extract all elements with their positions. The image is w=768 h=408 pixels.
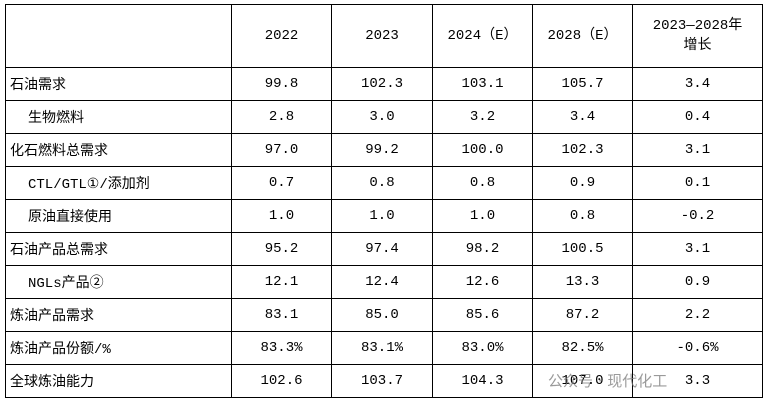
row-label: 石油产品总需求 (5, 232, 232, 266)
header-row: 2022 2023 2024（E） 2028（E） 2023—2028年 增长 (5, 4, 763, 68)
table-row: NGLs产品② 12.1 12.4 12.6 13.3 0.9 (5, 265, 763, 299)
cell: -0.2 (632, 199, 763, 233)
row-label: 全球炼油能力 (5, 364, 232, 398)
cell: 99.2 (331, 133, 433, 167)
table-row: 炼油产品需求 83.1 85.0 85.6 87.2 2.2 (5, 298, 763, 332)
cell: 13.3 (532, 265, 633, 299)
header-cell: 2023—2028年 增长 (632, 4, 763, 68)
cell: 97.0 (231, 133, 332, 167)
cell: 105.7 (532, 67, 633, 101)
cell: 3.4 (532, 100, 633, 134)
cell: -0.6% (632, 331, 763, 365)
cell: 98.2 (432, 232, 533, 266)
cell: 83.0% (432, 331, 533, 365)
cell: 85.0 (331, 298, 433, 332)
row-label: CTL/GTL①/添加剂 (5, 166, 232, 200)
cell: 3.1 (632, 133, 763, 167)
cell: 87.2 (532, 298, 633, 332)
cell: 12.6 (432, 265, 533, 299)
row-label: 炼油产品份额/% (5, 331, 232, 365)
cell: 0.8 (331, 166, 433, 200)
cell: 99.8 (231, 67, 332, 101)
cell: 83.1% (331, 331, 433, 365)
cell: 1.0 (231, 199, 332, 233)
header-cell: 2028（E） (532, 4, 633, 68)
cell: 102.3 (532, 133, 633, 167)
row-label: 石油需求 (5, 67, 232, 101)
data-table: 2022 2023 2024（E） 2028（E） 2023—2028年 增长 石油需求 99… (5, 4, 763, 398)
cell: 3.0 (331, 100, 433, 134)
cell: 0.8 (432, 166, 533, 200)
watermark: 公众号 · 现代化工 (548, 372, 668, 390)
cell: 83.3% (231, 331, 332, 365)
cell: 100.5 (532, 232, 633, 266)
cell: 2.8 (231, 100, 332, 134)
table-row: 石油需求 99.8 102.3 103.1 105.7 3.4 (5, 67, 763, 101)
cell: 1.0 (432, 199, 533, 233)
header-line: 增长 (683, 38, 712, 54)
cell: 12.4 (331, 265, 433, 299)
cell: 104.3 (432, 364, 533, 398)
cell: 103.1 (432, 67, 533, 101)
header-cell: 2023 (331, 4, 433, 68)
cell: 12.1 (231, 265, 332, 299)
table-row: CTL/GTL①/添加剂 0.7 0.8 0.8 0.9 0.1 (5, 166, 763, 200)
header-cell: 2022 (231, 4, 332, 68)
cell: 95.2 (231, 232, 332, 266)
cell: 103.7 (331, 364, 433, 398)
cell: 97.4 (331, 232, 433, 266)
cell: 3.2 (432, 100, 533, 134)
cell: 82.5% (532, 331, 633, 365)
cell: 0.4 (632, 100, 763, 134)
table-row: 全球炼油能力 102.6 103.7 104.3 107.0 3.3 (5, 364, 763, 398)
table-row: 生物燃料 2.8 3.0 3.2 3.4 0.4 (5, 100, 763, 134)
row-label: NGLs产品② (5, 265, 232, 299)
cell: 102.6 (231, 364, 332, 398)
header-line: 2023—2028年 (652, 18, 743, 34)
cell: 0.9 (532, 166, 633, 200)
cell: 3.1 (632, 232, 763, 266)
header-cell: 2024（E） (432, 4, 533, 68)
cell: 1.0 (331, 199, 433, 233)
header-cell (5, 4, 232, 68)
cell: 85.6 (432, 298, 533, 332)
cell: 2.2 (632, 298, 763, 332)
row-label: 化石燃料总需求 (5, 133, 232, 167)
row-label: 生物燃料 (5, 100, 232, 134)
cell: 83.1 (231, 298, 332, 332)
row-label: 炼油产品需求 (5, 298, 232, 332)
row-label: 原油直接使用 (5, 199, 232, 233)
cell: 102.3 (331, 67, 433, 101)
table-row: 炼油产品份额/% 83.3% 83.1% 83.0% 82.5% -0.6% (5, 331, 763, 365)
table-row: 原油直接使用 1.0 1.0 1.0 0.8 -0.2 (5, 199, 763, 233)
cell: 0.7 (231, 166, 332, 200)
cell: 100.0 (432, 133, 533, 167)
cell: 0.8 (532, 199, 633, 233)
table-row: 化石燃料总需求 97.0 99.2 100.0 102.3 3.1 (5, 133, 763, 167)
cell: 0.9 (632, 265, 763, 299)
cell: 3.4 (632, 67, 763, 101)
table-row: 石油产品总需求 95.2 97.4 98.2 100.5 3.1 (5, 232, 763, 266)
cell: 0.1 (632, 166, 763, 200)
cell: 3.3 (632, 364, 763, 398)
